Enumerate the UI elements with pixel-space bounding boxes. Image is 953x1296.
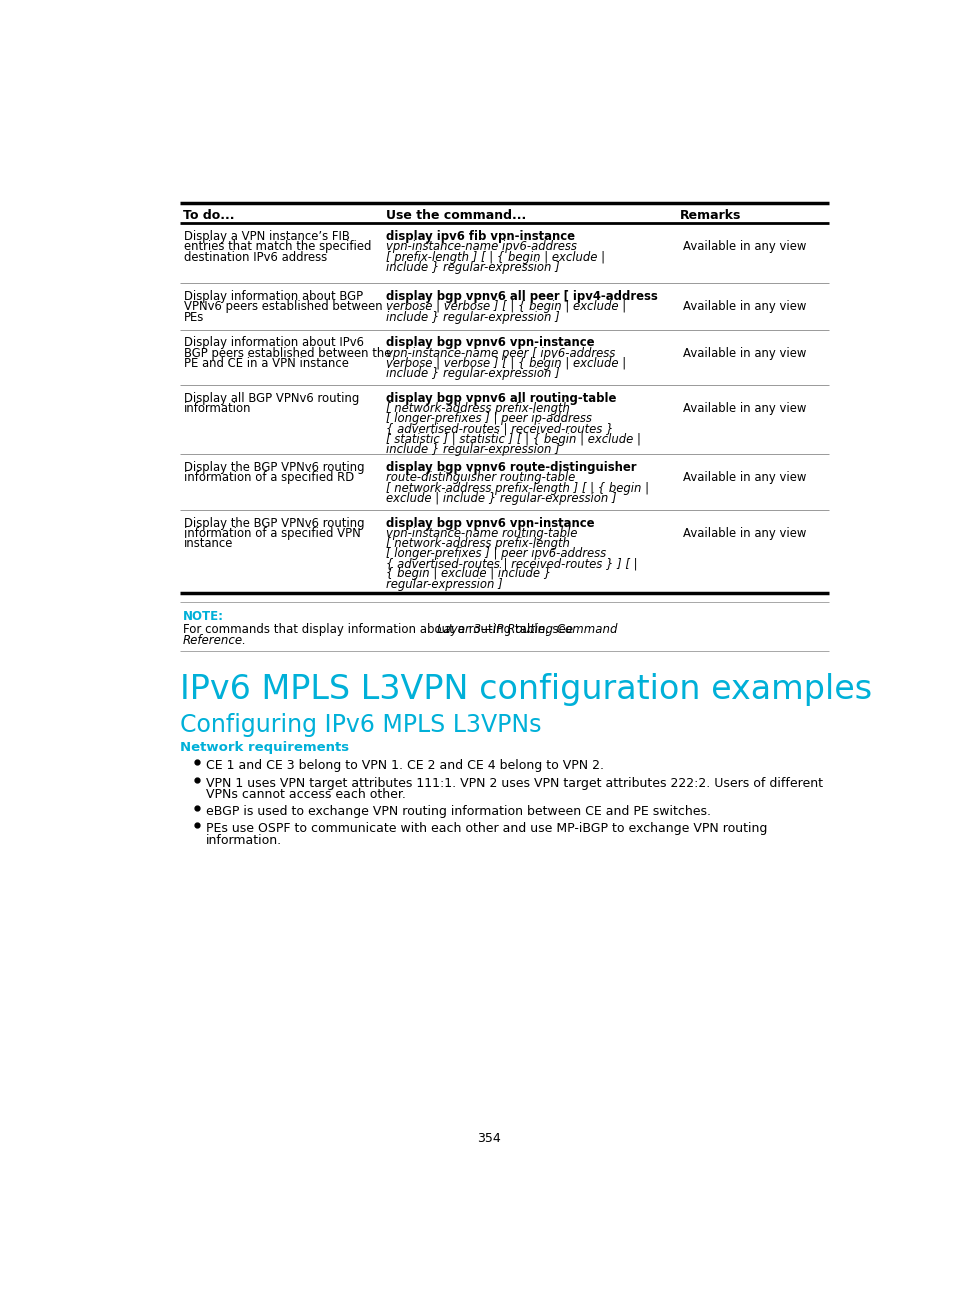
Text: include } regular-expression ]: include } regular-expression ] xyxy=(385,443,558,456)
Text: PE and CE in a VPN instance: PE and CE in a VPN instance xyxy=(184,356,349,369)
Text: Remarks: Remarks xyxy=(679,210,740,223)
Text: Layer 3—IP Routing Command: Layer 3—IP Routing Command xyxy=(436,623,617,636)
Text: vpn-instance-name routing-table: vpn-instance-name routing-table xyxy=(385,526,577,540)
Text: IPv6 MPLS L3VPN configuration examples: IPv6 MPLS L3VPN configuration examples xyxy=(179,673,871,706)
Text: [ longer-prefixes ] | peer ip-address: [ longer-prefixes ] | peer ip-address xyxy=(385,412,591,425)
Text: CE 1 and CE 3 belong to VPN 1. CE 2 and CE 4 belong to VPN 2.: CE 1 and CE 3 belong to VPN 1. CE 2 and … xyxy=(206,759,603,772)
Text: Network requirements: Network requirements xyxy=(179,741,349,754)
Text: information of a specified VPN: information of a specified VPN xyxy=(184,526,361,540)
Text: Display all BGP VPNv6 routing: Display all BGP VPNv6 routing xyxy=(184,391,359,404)
Text: [ longer-prefixes ] | peer ipv6-address: [ longer-prefixes ] | peer ipv6-address xyxy=(385,547,605,560)
Text: Available in any view: Available in any view xyxy=(682,240,806,254)
Text: display bgp vpnv6 route-distinguisher: display bgp vpnv6 route-distinguisher xyxy=(385,461,636,474)
Text: Display the BGP VPNv6 routing: Display the BGP VPNv6 routing xyxy=(184,461,364,474)
Text: verbose | verbose ] [ | { begin | exclude |: verbose | verbose ] [ | { begin | exclud… xyxy=(385,356,625,369)
Text: route-distinguisher routing-table: route-distinguisher routing-table xyxy=(385,472,575,485)
Text: vpn-instance-name peer [ ipv6-address: vpn-instance-name peer [ ipv6-address xyxy=(385,346,615,359)
Text: { begin | exclude | include }: { begin | exclude | include } xyxy=(385,568,551,581)
Text: destination IPv6 address: destination IPv6 address xyxy=(184,250,327,263)
Text: include } regular-expression ]: include } regular-expression ] xyxy=(385,260,558,273)
Text: Available in any view: Available in any view xyxy=(682,402,806,415)
Text: Available in any view: Available in any view xyxy=(682,472,806,485)
Text: display bgp vpnv6 all peer [ ipv4-address: display bgp vpnv6 all peer [ ipv4-addres… xyxy=(385,290,657,303)
Text: Available in any view: Available in any view xyxy=(682,301,806,314)
Text: Display information about BGP: Display information about BGP xyxy=(184,290,363,303)
Text: Available in any view: Available in any view xyxy=(682,346,806,359)
Text: include } regular-expression ]: include } regular-expression ] xyxy=(385,311,558,324)
Text: information.: information. xyxy=(206,833,282,846)
Text: display bgp vpnv6 all routing-table: display bgp vpnv6 all routing-table xyxy=(385,391,616,404)
Text: regular-expression ]: regular-expression ] xyxy=(385,578,502,591)
Text: { advertised-routes | received-routes }: { advertised-routes | received-routes } xyxy=(385,422,613,435)
Text: information of a specified RD: information of a specified RD xyxy=(184,472,355,485)
Text: verbose | verbose ] [ | { begin | exclude |: verbose | verbose ] [ | { begin | exclud… xyxy=(385,301,625,314)
Text: 354: 354 xyxy=(476,1131,500,1144)
Text: To do...: To do... xyxy=(183,210,234,223)
Text: display ipv6 fib vpn-instance: display ipv6 fib vpn-instance xyxy=(385,231,575,244)
Text: [ network-address prefix-length: [ network-address prefix-length xyxy=(385,537,569,550)
Text: Use the command...: Use the command... xyxy=(385,210,525,223)
Text: include } regular-expression ]: include } regular-expression ] xyxy=(385,367,558,380)
Text: Available in any view: Available in any view xyxy=(682,526,806,540)
Text: For commands that display information about a routing table, see: For commands that display information ab… xyxy=(183,623,576,636)
Text: BGP peers established between the: BGP peers established between the xyxy=(184,346,392,359)
Text: VPNs cannot access each other.: VPNs cannot access each other. xyxy=(206,788,405,801)
Text: information: information xyxy=(184,402,252,415)
Text: Display a VPN instance’s FIB: Display a VPN instance’s FIB xyxy=(184,231,350,244)
Text: [ statistic ] | statistic ] [ | { begin | exclude |: [ statistic ] | statistic ] [ | { begin … xyxy=(385,433,640,446)
Text: exclude | include } regular-expression ]: exclude | include } regular-expression ] xyxy=(385,491,616,504)
Text: display bgp vpnv6 vpn-instance: display bgp vpnv6 vpn-instance xyxy=(385,337,594,350)
Text: [ network-address prefix-length ] [ | { begin |: [ network-address prefix-length ] [ | { … xyxy=(385,482,648,495)
Text: display bgp vpnv6 vpn-instance: display bgp vpnv6 vpn-instance xyxy=(385,517,594,530)
Text: Display the BGP VPNv6 routing: Display the BGP VPNv6 routing xyxy=(184,517,364,530)
Text: PEs use OSPF to communicate with each other and use MP-iBGP to exchange VPN rout: PEs use OSPF to communicate with each ot… xyxy=(206,823,766,836)
Text: PEs: PEs xyxy=(184,311,204,324)
Text: Display information about IPv6: Display information about IPv6 xyxy=(184,337,364,350)
Text: [ prefix-length ] [ | { begin | exclude |: [ prefix-length ] [ | { begin | exclude … xyxy=(385,250,604,263)
Text: vpn-instance-name ipv6-address: vpn-instance-name ipv6-address xyxy=(385,240,577,254)
Text: VPN 1 uses VPN target attributes 111:1. VPN 2 uses VPN target attributes 222:2. : VPN 1 uses VPN target attributes 111:1. … xyxy=(206,776,822,789)
Text: entries that match the specified: entries that match the specified xyxy=(184,240,372,254)
Text: NOTE:: NOTE: xyxy=(183,610,224,623)
Text: [ network-address prefix-length: [ network-address prefix-length xyxy=(385,402,569,415)
Text: Reference.: Reference. xyxy=(183,635,247,648)
Text: VPNv6 peers established between: VPNv6 peers established between xyxy=(184,301,382,314)
Text: { advertised-routes | received-routes } ] [ |: { advertised-routes | received-routes } … xyxy=(385,557,637,570)
Text: eBGP is used to exchange VPN routing information between CE and PE switches.: eBGP is used to exchange VPN routing inf… xyxy=(206,805,710,818)
Text: instance: instance xyxy=(184,537,233,550)
Text: Configuring IPv6 MPLS L3VPNs: Configuring IPv6 MPLS L3VPNs xyxy=(179,713,540,737)
